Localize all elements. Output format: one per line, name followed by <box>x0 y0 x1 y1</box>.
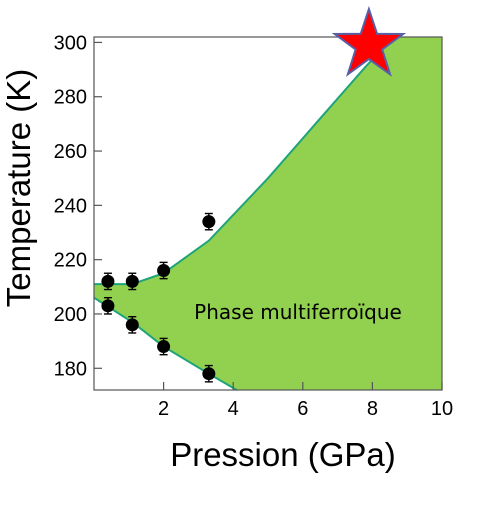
x-axis-title: Pression (GPa) <box>170 436 396 473</box>
data-point <box>125 318 139 332</box>
y-tick-label: 240 <box>54 195 87 217</box>
star-layer <box>331 5 407 77</box>
y-tick-label: 300 <box>54 32 87 54</box>
y-tick-label: 280 <box>54 87 87 109</box>
region-layer <box>94 37 442 390</box>
data-points-layer <box>101 212 216 383</box>
x-tick-label: 8 <box>367 398 378 420</box>
y-tick-label: 180 <box>54 358 87 380</box>
phase-annotation: Phase multiferroïque <box>194 300 402 324</box>
x-tick-label: 10 <box>431 398 453 420</box>
data-point <box>101 274 115 288</box>
y-tick-label: 260 <box>54 141 87 163</box>
data-point <box>157 264 171 278</box>
axes-layer: 2 4 6 8 10 180 200 220 240 260 280 300 <box>54 32 454 420</box>
x-tick-label: 4 <box>228 398 239 420</box>
data-point <box>101 299 115 313</box>
y-tick-label: 220 <box>54 250 87 272</box>
labels-layer: Pression (GPa) Temperature (K) Phase mul… <box>0 69 402 473</box>
y-axis-title: Temperature (K) <box>0 69 37 307</box>
y-tick-label: 200 <box>54 304 87 326</box>
data-point <box>157 340 171 354</box>
multiferroic-region <box>94 37 442 390</box>
x-tick-label: 2 <box>158 398 169 420</box>
star-marker <box>331 5 407 77</box>
data-point <box>202 367 216 381</box>
data-point <box>125 274 139 288</box>
data-point <box>202 215 216 229</box>
plot-frame <box>93 36 443 391</box>
x-tick-label: 6 <box>297 398 308 420</box>
